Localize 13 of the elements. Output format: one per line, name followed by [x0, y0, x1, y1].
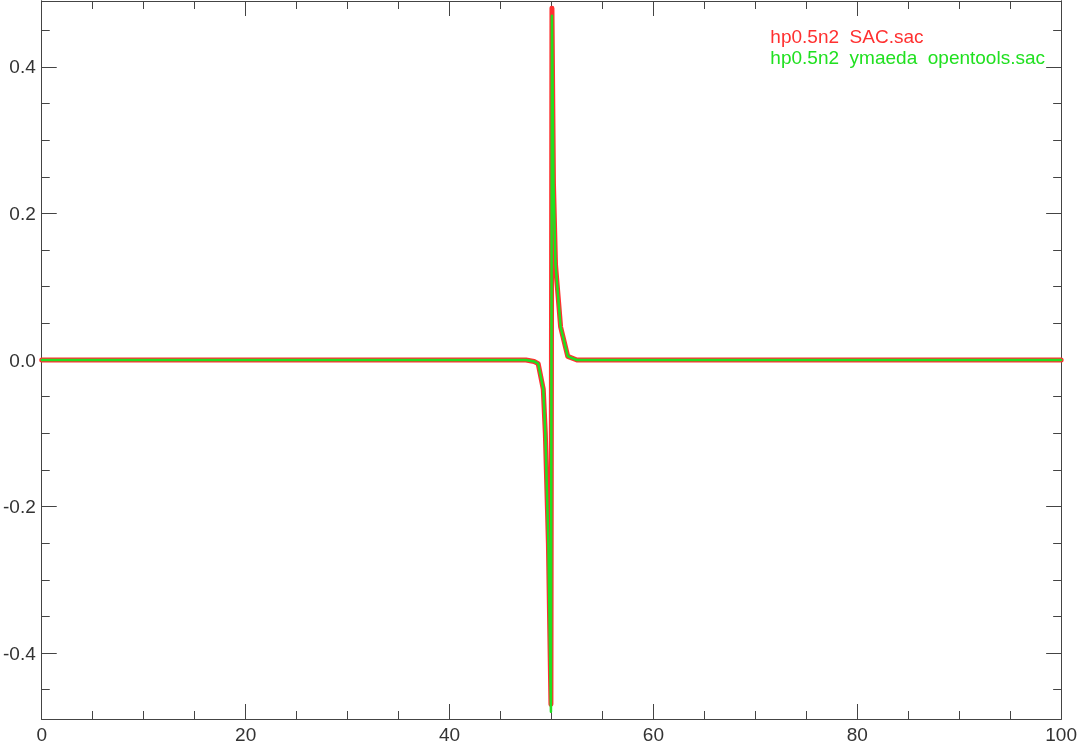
y-tick-label: -0.2 [2, 496, 36, 518]
x-tick-label: 0 [36, 724, 48, 744]
y-tick-label: -0.4 [2, 642, 37, 664]
y-tick-label: 0.4 [9, 56, 37, 78]
x-tick-label: 80 [846, 724, 868, 744]
text: hp0.5n2 SAC.sac [770, 26, 924, 47]
x-tick-label: 20 [235, 724, 257, 744]
y-tick-label: 0.2 [9, 202, 36, 224]
y-tick-label: 0.0 [9, 349, 36, 371]
text: hp0.5n2 ymaeda opentools.sac [770, 47, 1045, 68]
x-tick-label: 100 [1045, 724, 1077, 744]
x-tick-label: 60 [642, 724, 664, 744]
x-tick-label: 40 [438, 724, 461, 744]
